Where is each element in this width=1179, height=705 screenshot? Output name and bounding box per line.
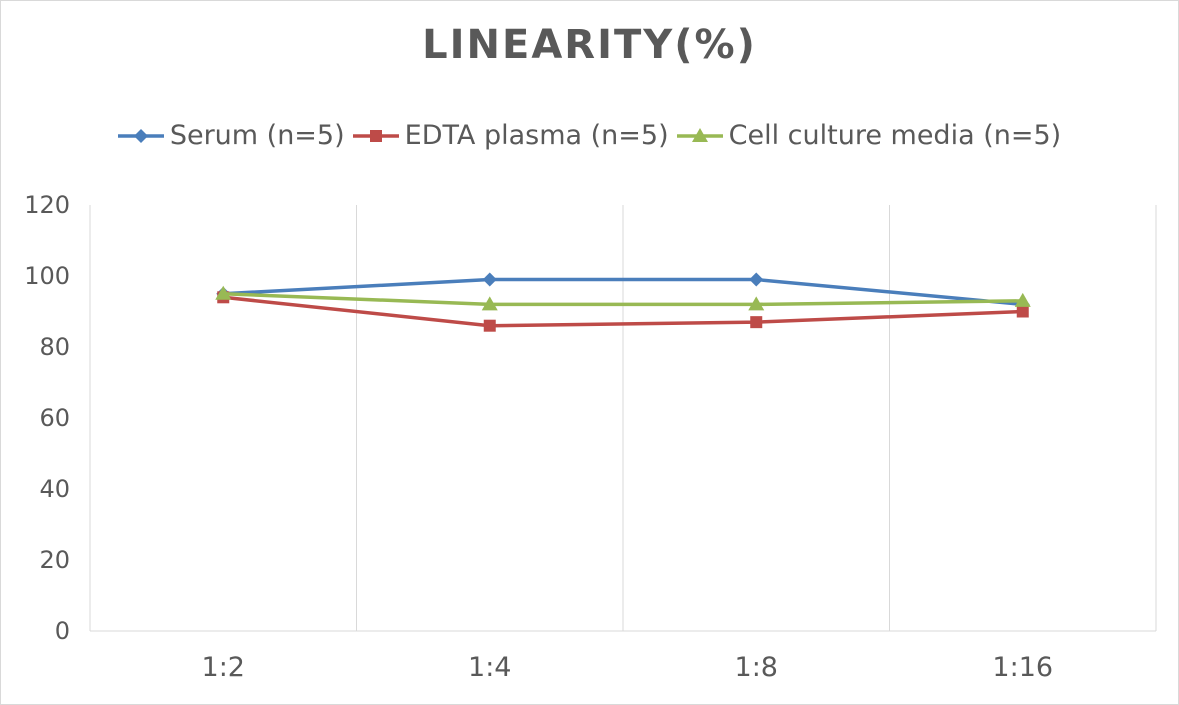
- y-tick-label: 100: [24, 262, 70, 290]
- legend-item-serum: Serum (n=5): [117, 120, 345, 151]
- series-line-serum: [223, 277, 1023, 307]
- legend-label-serum: Serum (n=5): [169, 120, 345, 151]
- legend-item-cell-culture-media: Cell culture media (n=5): [676, 120, 1062, 151]
- data-point-serum: [749, 272, 764, 287]
- x-tick-label: 1:4: [468, 652, 511, 683]
- legend: Serum (n=5) EDTA plasma (n=5) Cell cultu…: [0, 120, 1179, 151]
- legend-marker-edta-plasma: [352, 129, 399, 142]
- data-point-edta-plasma: [483, 319, 496, 332]
- data-point-cell-culture-media: [748, 296, 765, 311]
- chart-title: LINEARITY(%): [422, 22, 757, 68]
- legend-marker-cell-culture-media: [676, 127, 723, 142]
- legend-label-cell-culture-media: Cell culture media (n=5): [728, 120, 1062, 151]
- legend-marker-shape: [133, 128, 148, 143]
- data-point-edta-plasma: [1016, 305, 1029, 318]
- series-line-cell-culture-media: [223, 292, 1023, 307]
- data-point-cell-culture-media: [481, 296, 498, 311]
- y-tick-label: 60: [39, 404, 70, 432]
- data-point-cell-culture-media: [215, 285, 232, 300]
- series-line-edta-plasma: [223, 295, 1023, 328]
- data-point-cell-culture-media: [1014, 292, 1031, 307]
- y-tick-label: 40: [39, 475, 70, 503]
- legend-item-edta-plasma: EDTA plasma (n=5): [352, 120, 669, 151]
- y-tick-label: 120: [24, 191, 70, 219]
- legend-marker-serum: [117, 128, 164, 143]
- y-tick-label: 20: [39, 546, 70, 574]
- legend-label-edta-plasma: EDTA plasma (n=5): [404, 120, 669, 151]
- y-tick-label: 0: [55, 617, 70, 645]
- y-tick-label: 80: [39, 333, 70, 361]
- x-tick-label: 1:8: [735, 652, 778, 683]
- legend-marker-shape: [369, 129, 382, 142]
- data-point-serum: [482, 272, 497, 287]
- legend-marker-shape: [691, 127, 708, 142]
- data-point-edta-plasma: [750, 316, 763, 329]
- x-tick-label: 1:2: [202, 652, 245, 683]
- x-tick-label: 1:16: [992, 652, 1053, 683]
